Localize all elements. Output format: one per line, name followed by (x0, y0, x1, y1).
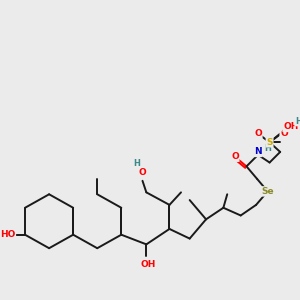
Text: HO: HO (0, 230, 15, 239)
Text: OH: OH (283, 122, 298, 131)
Text: Se: Se (261, 187, 274, 196)
Text: O: O (254, 129, 262, 138)
Text: O: O (139, 168, 146, 177)
Text: O: O (231, 152, 239, 161)
Text: H: H (295, 117, 300, 126)
Text: O: O (280, 129, 288, 138)
Text: OH: OH (141, 260, 156, 269)
Text: H: H (133, 159, 140, 168)
Text: H: H (264, 144, 271, 153)
Text: N: N (254, 147, 262, 156)
Text: S: S (266, 138, 273, 147)
